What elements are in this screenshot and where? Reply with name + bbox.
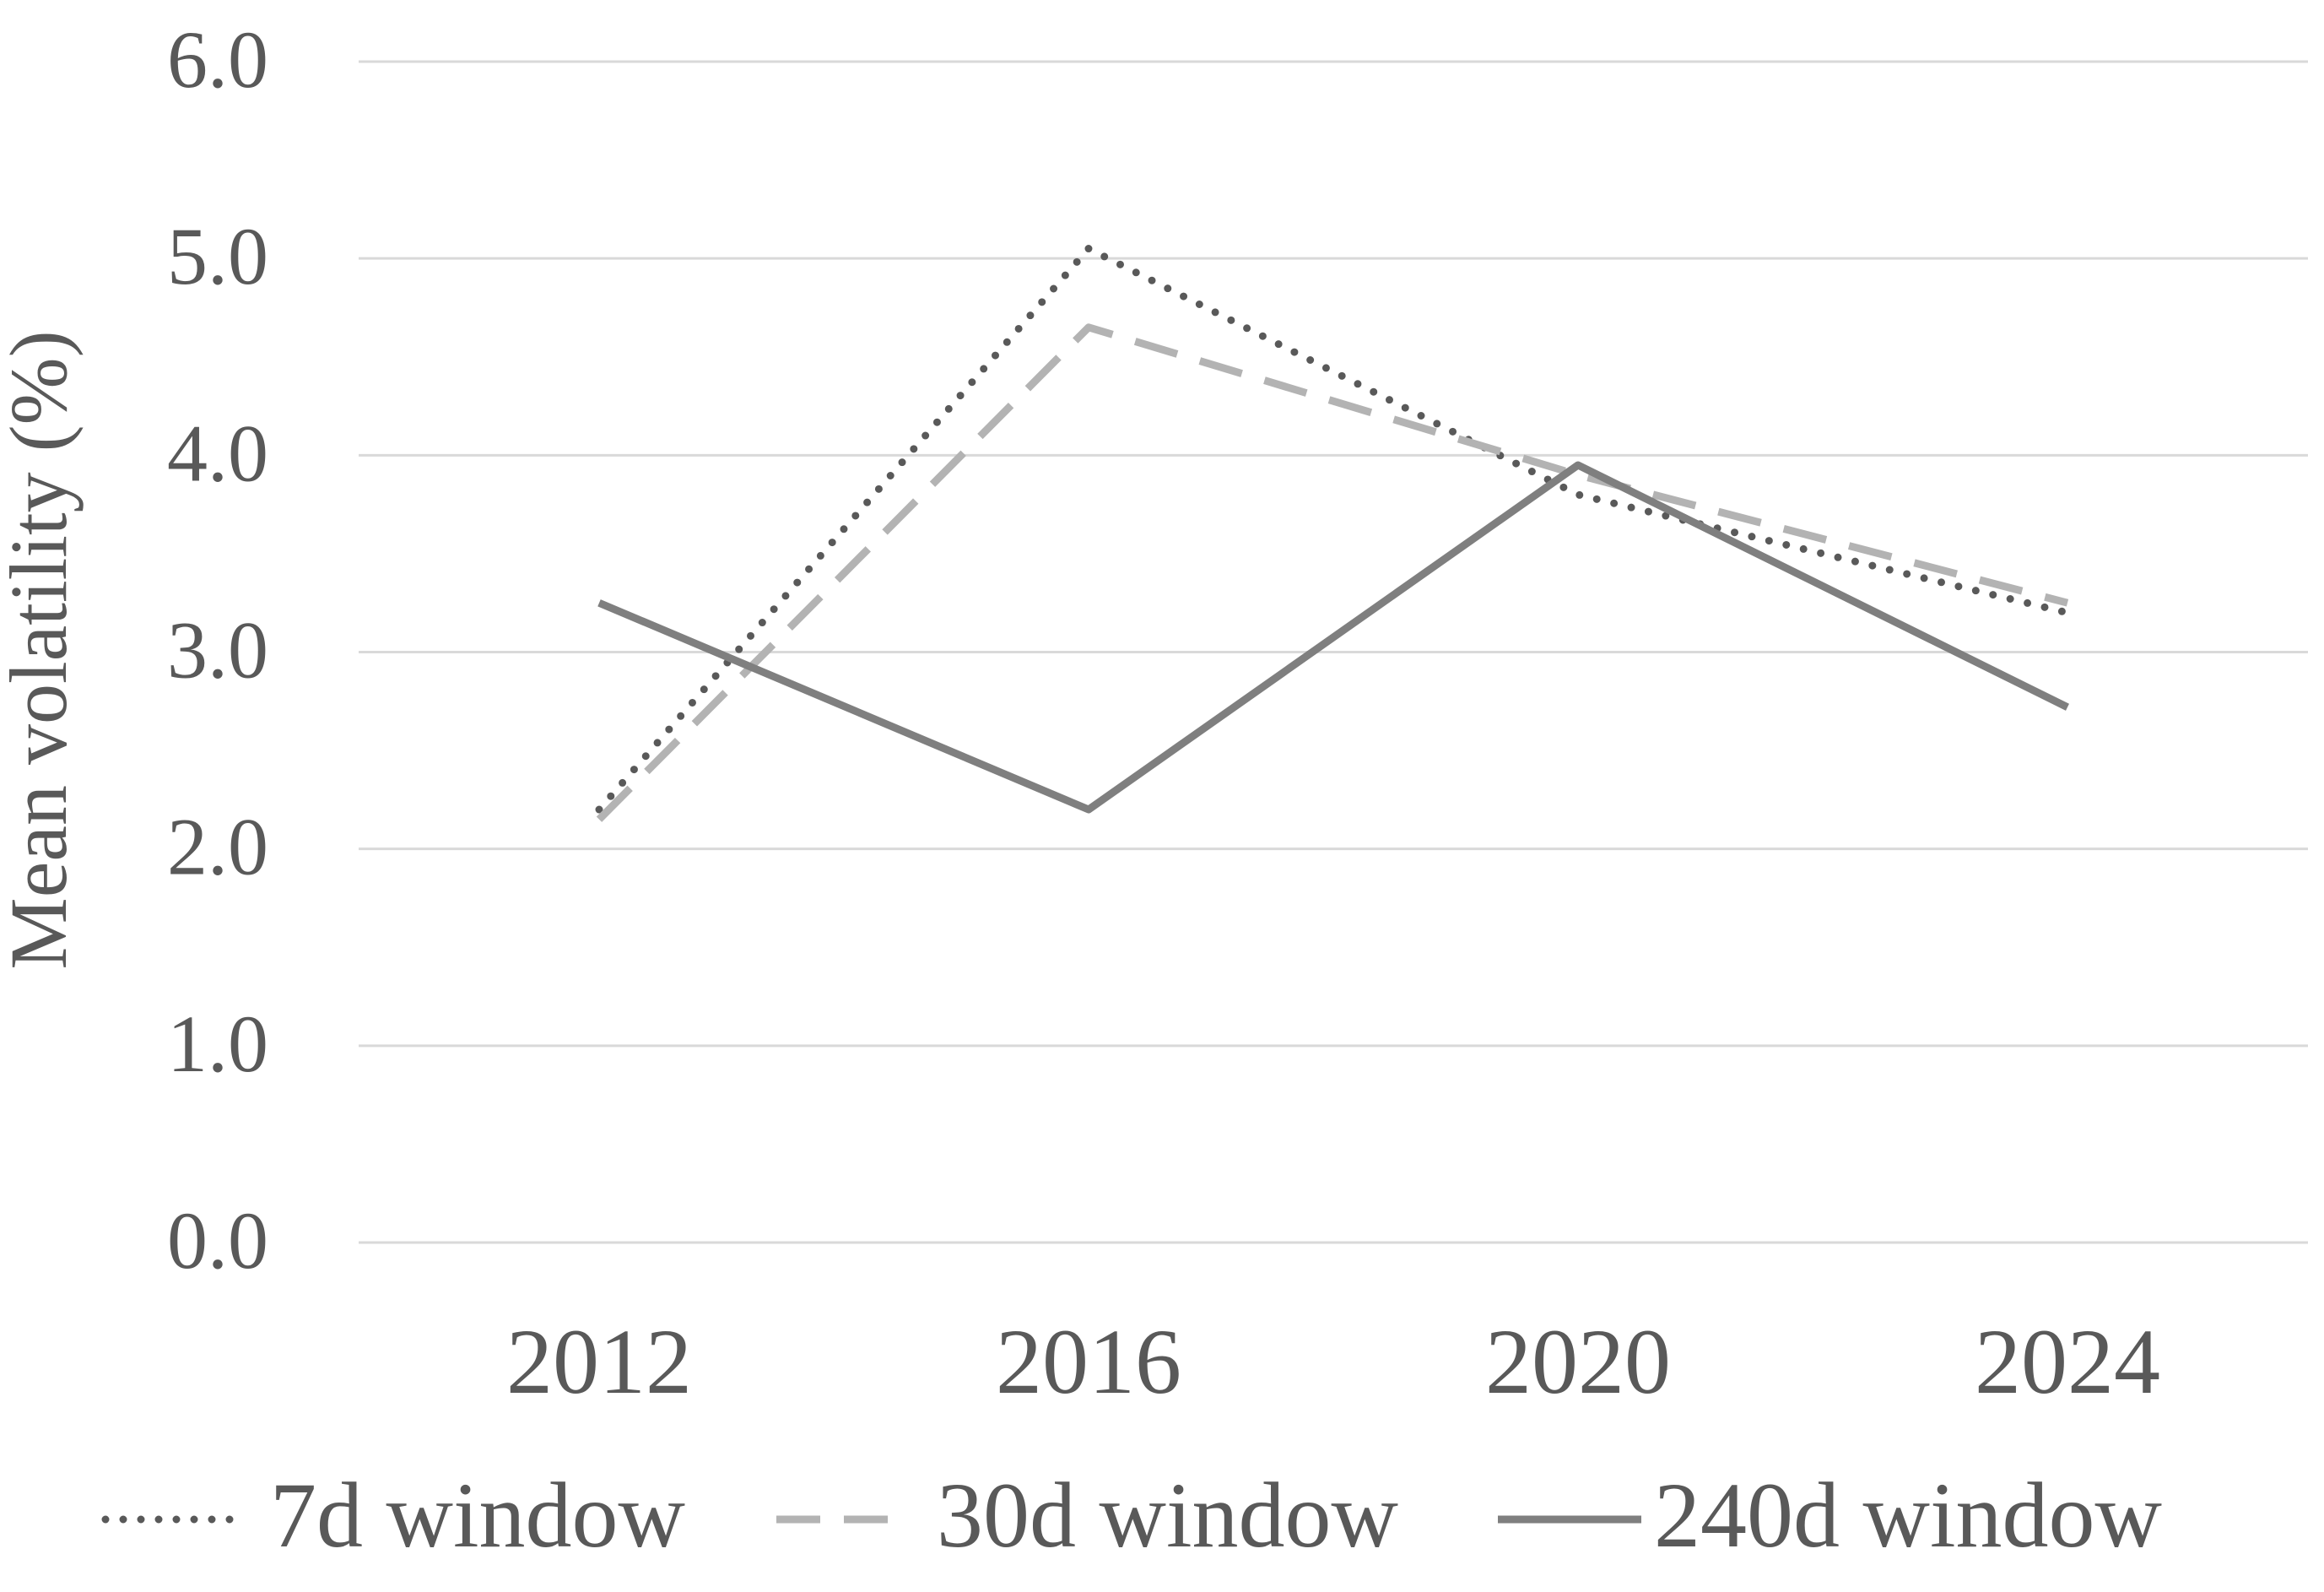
y-tick-label: 4.0	[167, 408, 268, 498]
y-tick-label: 3.0	[167, 605, 268, 696]
legend-label: 7d window	[270, 1464, 685, 1567]
data-point	[1577, 474, 1579, 476]
y-tick-label: 2.0	[167, 802, 268, 892]
series-line	[595, 245, 2072, 814]
y-axis-label: Mean volatility (%)	[0, 330, 84, 969]
series-lines	[595, 245, 2072, 822]
series-line	[596, 323, 2069, 822]
x-axis-tick-labels: 2012 2016 2020 2024	[506, 1310, 2160, 1413]
x-tick-label: 2020	[1485, 1310, 1671, 1413]
y-tick-label: 1.0	[167, 999, 268, 1089]
series-line	[597, 461, 2069, 814]
y-tick-label: 6.0	[167, 14, 268, 105]
x-tick-label: 2012	[506, 1310, 692, 1413]
y-tick-label: 0.0	[167, 1195, 268, 1286]
x-tick-label: 2024	[1975, 1310, 2160, 1413]
legend-label: 30d window	[937, 1464, 1398, 1567]
data-point	[2067, 612, 2068, 614]
x-tick-label: 2016	[996, 1310, 1181, 1413]
legend-label: 240d window	[1654, 1464, 2162, 1567]
legend: 7d window 30d window 240d window	[101, 1464, 2162, 1567]
y-axis-tick-labels: 0.0 1.0 2.0 3.0 4.0 5.0 6.0	[167, 14, 268, 1286]
gridlines	[359, 60, 2308, 1244]
y-tick-label: 5.0	[167, 211, 268, 301]
